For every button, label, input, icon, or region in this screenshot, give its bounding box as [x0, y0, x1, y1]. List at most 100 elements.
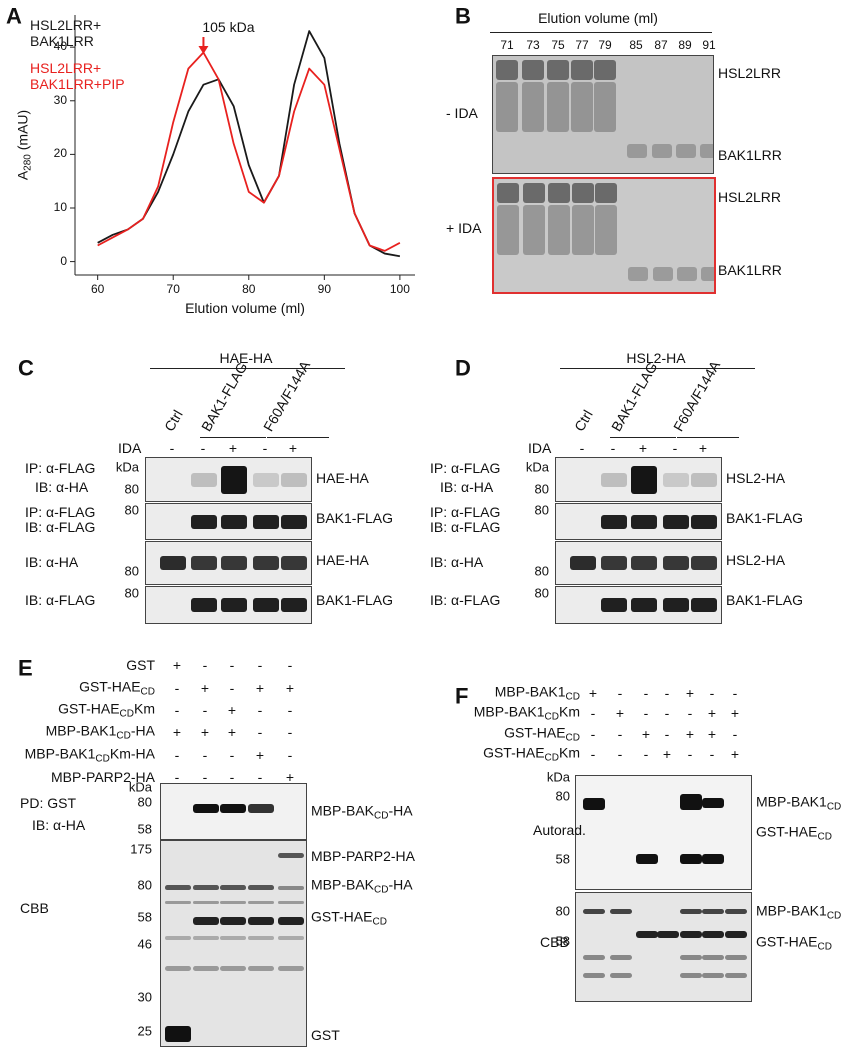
group-label: F60A/F144A — [260, 357, 314, 434]
band — [572, 205, 594, 255]
marker-label: 80 — [137, 794, 152, 810]
blot-label: IB: α-FLAG — [25, 518, 96, 535]
band — [636, 854, 658, 864]
sign: - — [590, 704, 596, 721]
band — [191, 598, 217, 612]
blot-label: Autorad. — [533, 821, 586, 838]
subscript: CD — [565, 732, 580, 744]
lane-label: 89 — [678, 38, 692, 53]
band — [680, 973, 702, 978]
band — [523, 183, 545, 203]
band — [191, 556, 217, 570]
sign: - — [617, 745, 623, 762]
marker-label: 58 — [137, 909, 152, 925]
subscript: 280 — [22, 154, 34, 171]
band-label: MBP-BAKCD-HA — [311, 802, 413, 822]
marker-label: 80 — [534, 502, 549, 518]
blot-label: IP: α-FLAG — [430, 459, 501, 476]
y-tick-label: 20 — [53, 146, 67, 161]
band — [702, 854, 724, 864]
sign: - — [617, 725, 623, 742]
rule — [150, 368, 345, 369]
band — [193, 885, 219, 890]
annotation-arrowhead — [198, 46, 209, 54]
band — [523, 205, 545, 255]
text-part: MBP-BAK1 — [24, 745, 96, 762]
band-label: GST-HAECD — [756, 933, 832, 953]
band — [663, 556, 689, 570]
sign: - — [643, 745, 649, 762]
sign: + — [638, 439, 648, 456]
text-part: GST-HAE — [58, 700, 120, 717]
lane-label: 87 — [654, 38, 668, 53]
blot — [555, 503, 722, 540]
gel — [492, 177, 716, 294]
sign: + — [615, 704, 625, 721]
band — [281, 472, 307, 487]
sign: - — [257, 656, 263, 673]
panel-letter: C — [18, 355, 34, 381]
text-part: GST-HAE — [756, 933, 818, 950]
subscript: CD — [826, 910, 842, 922]
band — [701, 267, 714, 281]
header: HAE-HA — [219, 349, 273, 366]
sign: + — [685, 725, 695, 742]
band — [522, 60, 544, 80]
lane-label: 71 — [500, 38, 514, 53]
x-tick-label: 70 — [166, 282, 180, 297]
band — [570, 556, 596, 570]
sign: - — [610, 439, 616, 456]
marker-label: 80 — [124, 481, 139, 497]
blot-label: IB: α-FLAG — [25, 591, 96, 608]
condition-label: MBP-BAK1CDKm-HA — [25, 745, 155, 765]
group-label: Ctrl — [161, 407, 186, 434]
sign: - — [732, 725, 738, 742]
sign: + — [227, 701, 237, 718]
band — [253, 514, 279, 529]
band — [691, 472, 717, 487]
band — [547, 60, 569, 80]
sign: - — [257, 768, 263, 785]
sign: - — [202, 746, 208, 763]
x-tick-label: 60 — [90, 282, 105, 297]
band — [547, 82, 569, 132]
subscript: CD — [372, 916, 387, 928]
sign: - — [732, 684, 738, 701]
band — [165, 966, 191, 971]
sign: + — [288, 439, 298, 456]
band — [663, 514, 689, 529]
band-label: BAK1LRR — [718, 261, 782, 278]
band — [595, 183, 617, 203]
sign: - — [202, 768, 208, 785]
blot — [145, 503, 312, 540]
group-label: BAK1-FLAG — [198, 359, 251, 434]
x-tick-label: 90 — [317, 282, 332, 297]
band-label: GST-HAECD — [756, 823, 832, 843]
sign: + — [172, 656, 182, 673]
band — [594, 60, 616, 80]
sign: - — [262, 439, 268, 456]
sign: - — [229, 768, 235, 785]
marker-label: kDa — [525, 459, 549, 475]
subscript: CD — [95, 753, 110, 765]
subscript: CD — [374, 810, 389, 822]
sign: - — [200, 439, 206, 456]
band — [652, 144, 672, 158]
text-part: Km-HA — [109, 745, 155, 762]
text-part: -HA — [388, 876, 413, 893]
condition-label: GST-HAECDKm — [58, 700, 155, 720]
band — [572, 183, 594, 203]
sign: - — [687, 745, 693, 762]
band — [281, 514, 307, 529]
sign: + — [730, 745, 740, 762]
marker-label: 80 — [555, 788, 570, 804]
marker-label: 80 — [555, 903, 570, 919]
lane-label: 79 — [598, 38, 612, 53]
annotation: 105 kDa — [202, 18, 255, 35]
band — [248, 901, 274, 904]
marker-label: 25 — [137, 1023, 152, 1039]
lane-label: 85 — [629, 38, 643, 53]
band — [680, 854, 702, 864]
band — [610, 909, 632, 914]
band — [653, 267, 673, 281]
